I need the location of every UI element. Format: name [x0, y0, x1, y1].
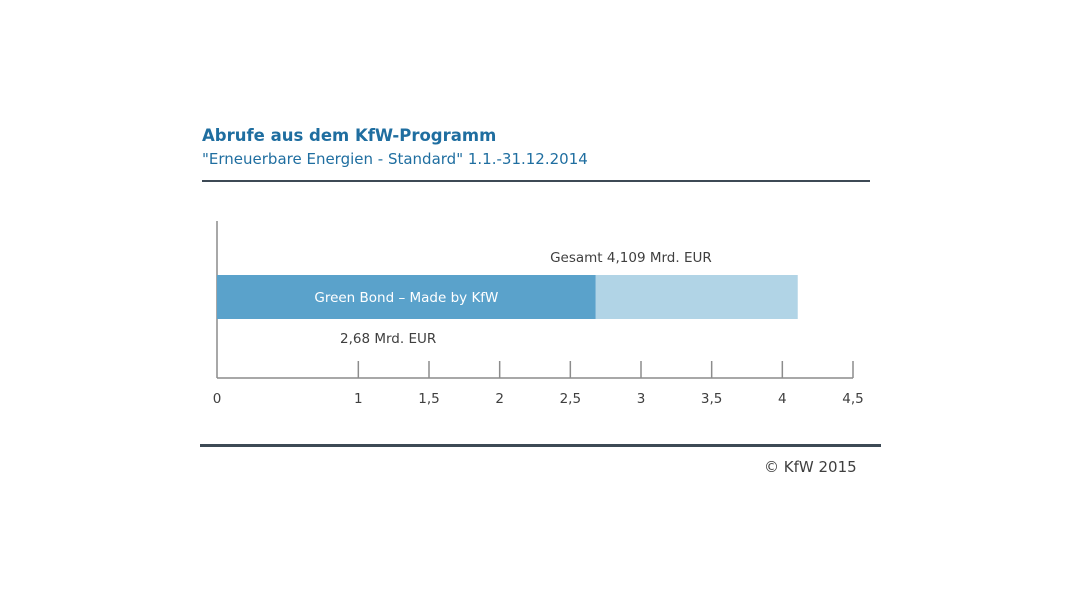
total-annotation: Gesamt 4,109 Mrd. EUR	[550, 250, 712, 266]
x-tick-label: 4,5	[842, 391, 863, 407]
x-tick-label: 1	[354, 391, 363, 407]
top-divider	[202, 180, 870, 182]
x-tick-label: 4	[778, 391, 787, 407]
bar-segment-2	[595, 275, 798, 319]
chart-title: Abrufe aus dem KfW-Programm	[202, 126, 497, 145]
x-tick-label: 2,5	[560, 391, 581, 407]
x-tick-label: 3	[637, 391, 646, 407]
chart-layer: 0 1 1,5 2 2,5 3 3,5 4 4,5 Green Bond – Made by Kf…	[213, 221, 864, 407]
bottom-divider	[200, 444, 881, 447]
x-tick-label: 1,5	[418, 391, 439, 407]
copyright-text: © KfW 2015	[764, 458, 857, 476]
part-annotation: 2,68 Mrd. EUR	[340, 331, 436, 347]
x-tick-label: 3,5	[701, 391, 722, 407]
chart-subtitle: "Erneuerbare Energien - Standard" 1.1.-3…	[202, 150, 588, 168]
x-tick-label: 0	[213, 391, 222, 407]
bar-segment-1	[217, 275, 596, 319]
series-label: Green Bond – Made by KfW	[314, 290, 498, 306]
x-tick-label: 2	[495, 391, 504, 407]
